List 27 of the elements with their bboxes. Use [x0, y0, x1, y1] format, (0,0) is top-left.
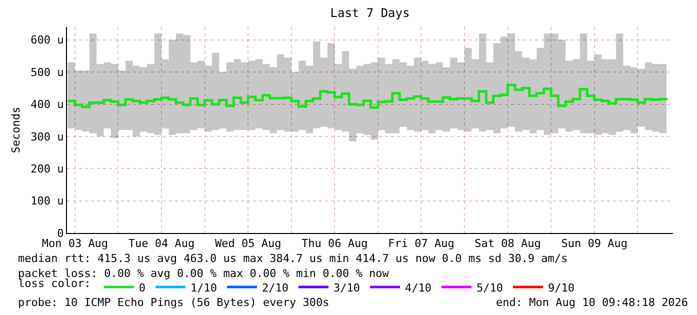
y-tick-label: 0: [57, 226, 64, 240]
legend-label: 3/10: [333, 281, 360, 294]
x-tick-label: Fri 07 Aug: [388, 237, 454, 250]
text: median rtt: 415.3 us avg 463.0 us max 384.7 us min 414.7 us now 0.0 ms sd 30.9 am/s: [18, 252, 568, 265]
y-tick-label: 300 u: [30, 130, 64, 144]
legend-label: 9/10: [548, 281, 574, 294]
x-tick-label: Sat 08 Aug: [474, 237, 541, 250]
x-tick-label: Tue 04 Aug: [128, 237, 195, 250]
text: probe: 10 ICMP Echo Pings (56 Bytes) every 300s: [18, 296, 330, 309]
y-tick-label: 400 u: [30, 98, 64, 112]
chart-title: Last 7 Days: [330, 6, 410, 20]
x-tick-label: Thu 06 Aug: [302, 237, 368, 250]
text: end: Mon Aug 10 09:48:18 2026: [496, 296, 688, 309]
x-tick-label: Wed 05 Aug: [214, 237, 282, 250]
x-tick-label: Sun 09 Aug: [561, 237, 628, 250]
x-tick-label: Mon 03 Aug: [42, 237, 108, 250]
y-tick-label: 500 u: [30, 66, 64, 79]
y-axis-title: Seconds: [9, 106, 22, 154]
y-tick-label: 100 u: [30, 194, 64, 208]
legend-label: 2/10: [262, 281, 288, 294]
legend-label: 1/10: [190, 281, 217, 294]
y-tick-label: 200 u: [30, 162, 64, 176]
legend-label: 5/10: [476, 281, 503, 294]
legend-label: 0: [138, 281, 146, 294]
text: packet loss: 0.00 % avg 0.00 % max 0.00 % min 0.00 % now: [18, 267, 390, 280]
legend-label: 4/10: [404, 281, 432, 294]
y-tick-label: 600 u: [30, 34, 64, 47]
